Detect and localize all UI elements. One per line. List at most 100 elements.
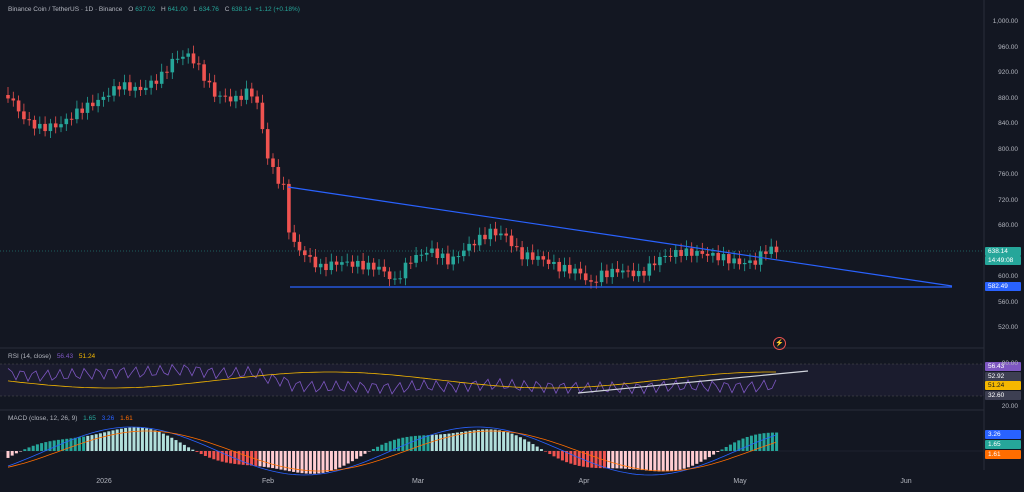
macd-histogram-bar	[661, 451, 665, 472]
macd-histogram-bar	[212, 451, 216, 460]
candle-body	[6, 95, 10, 99]
macd-histogram-bar	[140, 427, 144, 451]
candle-body	[318, 263, 323, 268]
candle-body	[96, 99, 100, 107]
low-label: L	[193, 6, 198, 13]
macd-histogram-bar	[737, 440, 741, 451]
macd-histogram-bar	[707, 451, 711, 458]
macd-histogram-bar	[523, 439, 527, 451]
macd-histogram-bar	[224, 451, 228, 463]
candle-body	[366, 262, 371, 270]
macd-histogram-bar	[430, 434, 434, 451]
macd-histogram-bar	[422, 435, 426, 451]
macd-histogram-bar	[136, 427, 140, 451]
macd-histogram-bar	[170, 437, 174, 451]
macd-histogram-bar	[317, 451, 321, 474]
macd-histogram-bar	[279, 451, 283, 470]
time-label-2026: 2026	[96, 478, 112, 485]
macd-histogram-bar	[413, 435, 417, 451]
open-value: 637.02	[135, 6, 156, 13]
macd-histogram-bar	[250, 451, 254, 466]
candle-body	[594, 281, 599, 283]
candle-body	[144, 87, 148, 91]
candle-body	[64, 118, 69, 125]
candle-body	[610, 268, 614, 278]
candle-body	[774, 246, 779, 253]
candle-body	[223, 95, 228, 97]
candle-body	[361, 260, 365, 270]
lightning-icon[interactable]: ⚡	[773, 337, 786, 350]
macd-histogram-bar	[657, 451, 661, 472]
macd-histogram-bar	[149, 429, 153, 451]
macd-histogram-bar	[749, 435, 753, 451]
candle-body	[122, 82, 127, 90]
macd-histogram-bar	[392, 439, 396, 451]
macd-histogram-bar	[741, 438, 745, 451]
rsi-legend[interactable]: RSI (14, close) 56.43 51.24	[8, 353, 95, 360]
candle-body	[583, 273, 588, 281]
candle-body	[170, 58, 175, 73]
candle-body	[769, 246, 773, 254]
price-axis-label: 720.00	[998, 196, 1018, 204]
macd-histogram-bar	[556, 451, 560, 459]
macd-histogram-bar	[132, 427, 136, 451]
candle-body	[419, 254, 424, 256]
macd-histogram-bar	[115, 429, 119, 451]
candle-body	[446, 253, 450, 265]
macd-histogram-bar	[762, 433, 766, 451]
candle-body	[207, 80, 212, 83]
macd-histogram-bar	[691, 451, 695, 466]
macd-histogram-bar	[531, 444, 535, 451]
candle-body	[536, 256, 540, 260]
candle-body	[244, 88, 249, 100]
macd-histogram-bar	[602, 451, 606, 469]
macd-histogram-bar	[728, 444, 732, 451]
candle-body	[260, 102, 265, 130]
candle-body	[700, 250, 705, 254]
candle-body	[409, 262, 413, 264]
macd-histogram-bar	[506, 432, 510, 451]
candle-body	[16, 100, 21, 112]
candle-body	[356, 260, 360, 267]
macd-histogram-bar	[14, 451, 18, 454]
macd-histogram-bar	[720, 449, 724, 451]
macd-histogram-bar	[577, 451, 581, 466]
macd-histogram-bar	[10, 451, 14, 456]
rsi-tag-lower: 32.60	[985, 391, 1021, 400]
macd-histogram-bar	[174, 440, 178, 451]
candle-body	[22, 111, 26, 120]
macd-hist-value: 1.65	[83, 415, 96, 422]
time-label-may: May	[733, 478, 747, 485]
macd-histogram-bar	[292, 451, 296, 472]
candle-body	[276, 166, 281, 184]
macd-legend[interactable]: MACD (close, 12, 26, 9) 1.65 3.26 1.61	[8, 415, 133, 422]
candle-body	[197, 63, 201, 65]
candle-body	[668, 255, 673, 257]
candle-body	[228, 96, 233, 102]
candle-body	[732, 258, 736, 264]
macd-histogram-bar	[619, 451, 623, 469]
support-price-tag: 582.49	[985, 282, 1021, 291]
rsi-axis-20: 20.00	[1001, 403, 1018, 410]
macd-histogram-bar	[254, 451, 258, 466]
macd-histogram-bar	[359, 451, 363, 457]
macd-histogram-bar	[153, 430, 157, 451]
candle-body	[287, 183, 291, 233]
time-label-mar: Mar	[411, 478, 425, 485]
macd-histogram-bar	[182, 444, 186, 451]
macd-line	[7, 426, 777, 476]
countdown-tag: 14:49:08	[985, 256, 1021, 265]
macd-histogram-bar	[44, 442, 48, 451]
rsi-trendline	[577, 370, 809, 394]
candle-body	[48, 123, 53, 132]
candle-body	[562, 264, 567, 272]
descending-trendline	[287, 186, 953, 287]
candle-body	[128, 82, 132, 91]
candle-body	[663, 255, 667, 257]
symbol-title[interactable]: Binance Coin / TetherUS · 1D · Binance	[8, 6, 123, 13]
close-label: C	[224, 6, 230, 13]
macd-histogram-bar	[497, 430, 501, 451]
macd-histogram-bar	[203, 451, 207, 456]
